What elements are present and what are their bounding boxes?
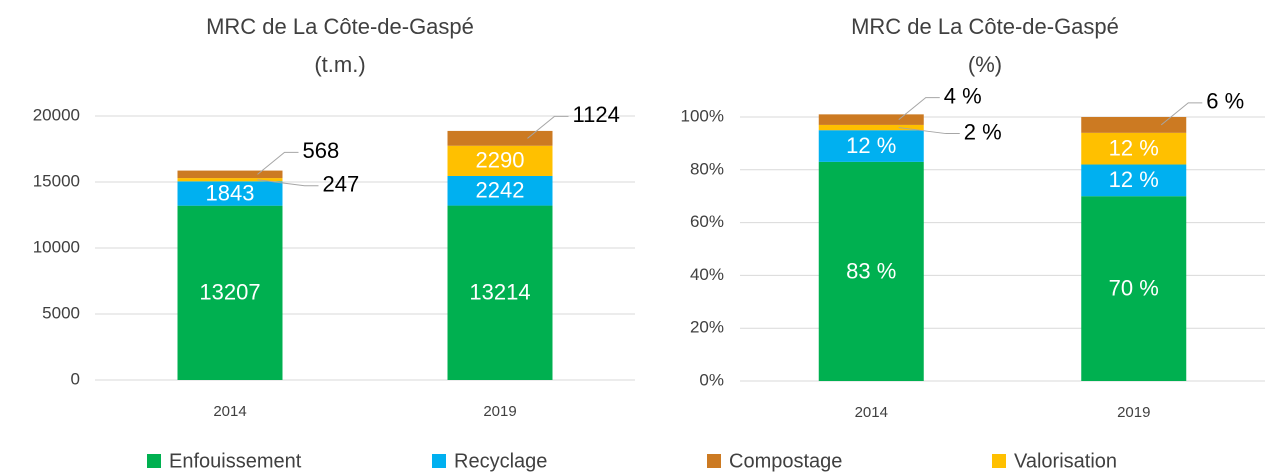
leader-line	[1160, 102, 1203, 126]
bar-segment	[1081, 196, 1187, 381]
value-label: 568	[303, 138, 340, 163]
value-label: 83 %	[846, 258, 896, 283]
y-tick-label: 10000	[33, 237, 80, 256]
y-tick-label: 100%	[681, 106, 724, 125]
bar-segment	[447, 145, 553, 176]
value-label: 70 %	[1109, 275, 1159, 300]
x-tick-label: 2019	[1117, 404, 1150, 421]
y-tick-label: 20000	[33, 105, 80, 124]
value-label: 247	[323, 172, 360, 197]
value-label: 2290	[476, 148, 525, 173]
value-label: 12 %	[1109, 167, 1159, 192]
bar-segment	[818, 124, 924, 131]
legend-swatch	[992, 454, 1006, 468]
legend-swatch	[707, 454, 721, 468]
y-tick-label: 0%	[699, 370, 724, 389]
value-label: 13207	[199, 280, 260, 305]
chart-title: MRC de La Côte-de-Gaspé	[851, 14, 1119, 39]
legend-label: Enfouissement	[169, 450, 302, 472]
bar-segment	[177, 170, 283, 179]
legend-swatch	[147, 454, 161, 468]
bar-segment	[447, 205, 553, 380]
value-label: 13214	[469, 280, 530, 305]
x-tick-label: 2014	[855, 404, 888, 421]
value-label: 1843	[206, 180, 255, 205]
y-tick-label: 20%	[690, 318, 724, 337]
chart-title: MRC de La Côte-de-Gaspé	[206, 14, 474, 39]
bar-segment	[818, 161, 924, 381]
bar-segment	[177, 181, 283, 206]
bar-segment	[1081, 117, 1187, 133]
y-tick-label: 40%	[690, 265, 724, 284]
value-label: 2242	[476, 178, 525, 203]
y-tick-label: 15000	[33, 171, 80, 190]
value-label: 2 %	[964, 119, 1002, 144]
value-label: 1124	[573, 102, 620, 127]
chart-title: (%)	[968, 52, 1002, 77]
bar-segment	[1081, 164, 1187, 197]
legend-label: Valorisation	[1014, 450, 1117, 472]
y-tick-label: 0	[71, 369, 80, 388]
y-tick-label: 80%	[690, 159, 724, 178]
bar-segment	[818, 114, 924, 125]
leader-line	[257, 151, 299, 175]
leader-line	[527, 115, 569, 139]
chart-title: (t.m.)	[314, 52, 365, 77]
bar-segment	[447, 175, 553, 206]
legend-swatch	[432, 454, 446, 468]
bar-segment	[1081, 132, 1187, 165]
x-tick-label: 2014	[213, 403, 246, 420]
value-label: 6 %	[1206, 89, 1244, 114]
bar-segment	[177, 205, 283, 380]
value-label: 4 %	[944, 83, 982, 108]
legend-label: Compostage	[729, 450, 842, 472]
bar-segment	[177, 178, 283, 182]
bar-segment	[447, 130, 553, 146]
value-label: 12 %	[1109, 135, 1159, 160]
y-tick-label: 5000	[42, 303, 80, 322]
leader-line	[257, 179, 319, 187]
y-tick-label: 60%	[690, 212, 724, 231]
legend-label: Recyclage	[454, 450, 547, 472]
leader-line	[898, 97, 940, 121]
bar-segment	[818, 130, 924, 162]
value-label: 12 %	[846, 133, 896, 158]
leader-line	[898, 127, 960, 135]
x-tick-label: 2019	[483, 403, 516, 420]
